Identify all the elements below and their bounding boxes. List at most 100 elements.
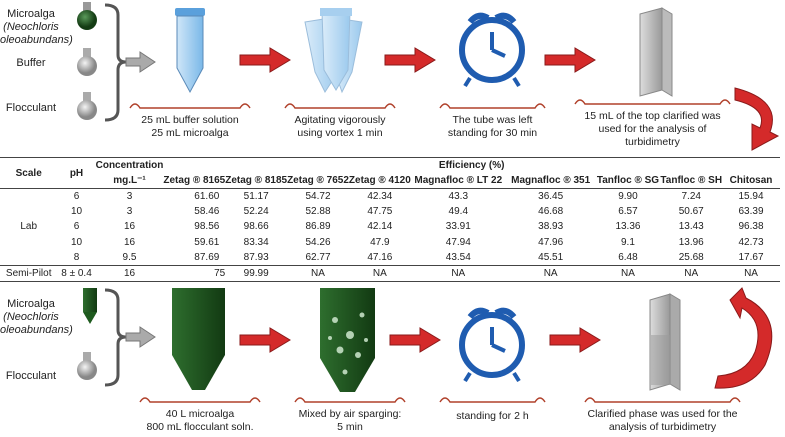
red-arrow-icon (239, 327, 291, 353)
header-flocculant: Magnafloc ® LT 22 (410, 173, 506, 189)
cell-value: 47.96 (538, 236, 564, 248)
cell-conc: 16 (123, 221, 136, 233)
cell-value: NA (722, 264, 780, 283)
header-flocculant: Zetag ® 4120 (348, 173, 411, 189)
table-row: 10 16 59.61 83.34 54.26 47.9 47.94 47.96 9.1 13.9… (0, 235, 780, 250)
cell-ph: 10 (70, 206, 83, 218)
cell-value: 7.24 (681, 191, 701, 203)
microalga-tube-icon (83, 288, 97, 324)
caption-line: 800 mL flocculant soln. (146, 421, 254, 433)
cell-value: 9.90 (618, 191, 638, 203)
step-caption: 40 L microalga 800 mL flocculant soln. (140, 408, 260, 434)
microalga-label: Microalga (Neochloris oleoabundans) (0, 298, 73, 337)
caption-line: 5 min (337, 421, 363, 433)
input-label: oleoabundans) (0, 34, 73, 46)
cell-value: 96.38 (738, 221, 764, 233)
red-arrow-icon (389, 327, 441, 353)
step-caption: Mixed by air sparging: 5 min (290, 408, 410, 434)
cell-value: 9.1 (621, 236, 635, 248)
flocculant-flask-icon (77, 92, 97, 120)
cell-value: 86.89 (305, 221, 331, 233)
caption-line: The tube was left (452, 114, 533, 126)
header-flocculant: Zetag ® 8165 (163, 173, 226, 189)
step-caption: 15 mL of the top clarified was used for t… (570, 110, 735, 149)
cell-ph: 6 (73, 191, 80, 203)
red-arrow-icon (239, 47, 291, 73)
cell-value: 43.54 (445, 251, 471, 263)
header-concentration-unit: mg.L⁻¹ (95, 173, 164, 189)
cell-scale: Lab (20, 221, 38, 233)
cell-value: 99.99 (225, 264, 288, 283)
table-row: 8 9.5 87.69 87.93 62.77 47.16 43.54 45.51 6.48 25… (0, 250, 780, 266)
header-flocculant: Zetag ® 8185 (225, 173, 288, 189)
cell-value: NA (595, 264, 661, 283)
caption-line: 25 mL microalga (151, 127, 229, 139)
cell-value: 52.24 (243, 206, 269, 218)
cell-value: 47.16 (367, 251, 393, 263)
caption-line: standing for 2 h (456, 410, 529, 422)
cell-value: 38.93 (538, 221, 564, 233)
caption-line: 40 L microalga (165, 408, 235, 420)
clock-icon (459, 307, 525, 383)
cell-value: 98.56 (194, 221, 220, 233)
cell-conc: 9.5 (122, 251, 137, 263)
cell-value: 25.68 (678, 251, 704, 263)
cell-value: 47.94 (445, 236, 471, 248)
cell-value: 83.34 (243, 236, 269, 248)
cell-value: 17.67 (738, 251, 764, 263)
gray-arrow-icon (125, 51, 156, 73)
cell-value: 47.75 (367, 206, 393, 218)
cell-value: 13.36 (615, 221, 641, 233)
cell-scale: Semi-Pilot (0, 264, 58, 283)
caption-line: Agitating vigorously (294, 114, 386, 126)
cell-value: 58.46 (194, 206, 220, 218)
table-row-semi-pilot: Semi-Pilot 8 ± 0.4 16 75 99.99 NA NA NA … (0, 264, 780, 283)
cell-value: 45.51 (538, 251, 564, 263)
cell-value: 43.3 (448, 191, 469, 203)
cell-ph: 8 ± 0.4 (57, 264, 96, 283)
clock-icon (459, 12, 525, 88)
bracket-icon (104, 3, 127, 122)
cell-value: 15.94 (738, 191, 764, 203)
cell-value: 47.9 (370, 236, 390, 248)
input-label: (Neochloris (3, 21, 59, 33)
input-label: oleoabundans) (0, 324, 73, 336)
cell-value: 33.91 (445, 221, 471, 233)
cell-value: NA (505, 264, 596, 283)
header-efficiency: Efficiency (%) (163, 157, 780, 173)
cell-value: 75 (163, 264, 226, 283)
caption-line: analysis of turbidimetry (608, 421, 717, 433)
caption-line: turbidimetry (625, 136, 680, 148)
gray-arrow-icon (125, 326, 156, 348)
step-caption: Agitating vigorously using vortex 1 min (280, 114, 400, 140)
buffer-label: Buffer (16, 57, 46, 69)
header-flocculant: Chitosan (722, 173, 780, 189)
cell-value: 42.34 (367, 191, 393, 203)
cell-value: 63.39 (738, 206, 764, 218)
centrifuge-tube-icon (175, 8, 205, 94)
buffer-flask-icon (77, 48, 97, 76)
header-flocculant: Magnafloc ® 351 (505, 173, 596, 189)
cell-value: 49.4 (448, 206, 469, 218)
cell-ph: 10 (70, 236, 83, 248)
cell-value: 54.72 (305, 191, 331, 203)
sparging-reactor-icon (320, 288, 375, 392)
cell-value: NA (660, 264, 723, 283)
header-ph: pH (57, 157, 96, 189)
caption-line: using vortex 1 min (297, 127, 383, 139)
vortex-tubes-icon (304, 8, 363, 94)
cell-value: 6.57 (618, 206, 638, 218)
cuvette-icon (649, 293, 681, 391)
flocculant-label: Flocculant (5, 370, 57, 382)
cell-value: 61.60 (194, 191, 220, 203)
reactor-icon (172, 288, 225, 390)
microalga-label: Microalga (Neochloris oleoabundans) (0, 8, 73, 47)
microalga-flask-icon (77, 2, 97, 30)
caption-line: 25 mL buffer solution (141, 114, 239, 126)
red-arrow-icon (544, 47, 596, 73)
header-flocculant: Tanfloc ® SG (595, 173, 661, 189)
cell-conc: 3 (126, 191, 133, 203)
step-caption: 25 mL buffer solution 25 mL microalga (130, 114, 250, 140)
cell-value: 50.67 (678, 206, 704, 218)
